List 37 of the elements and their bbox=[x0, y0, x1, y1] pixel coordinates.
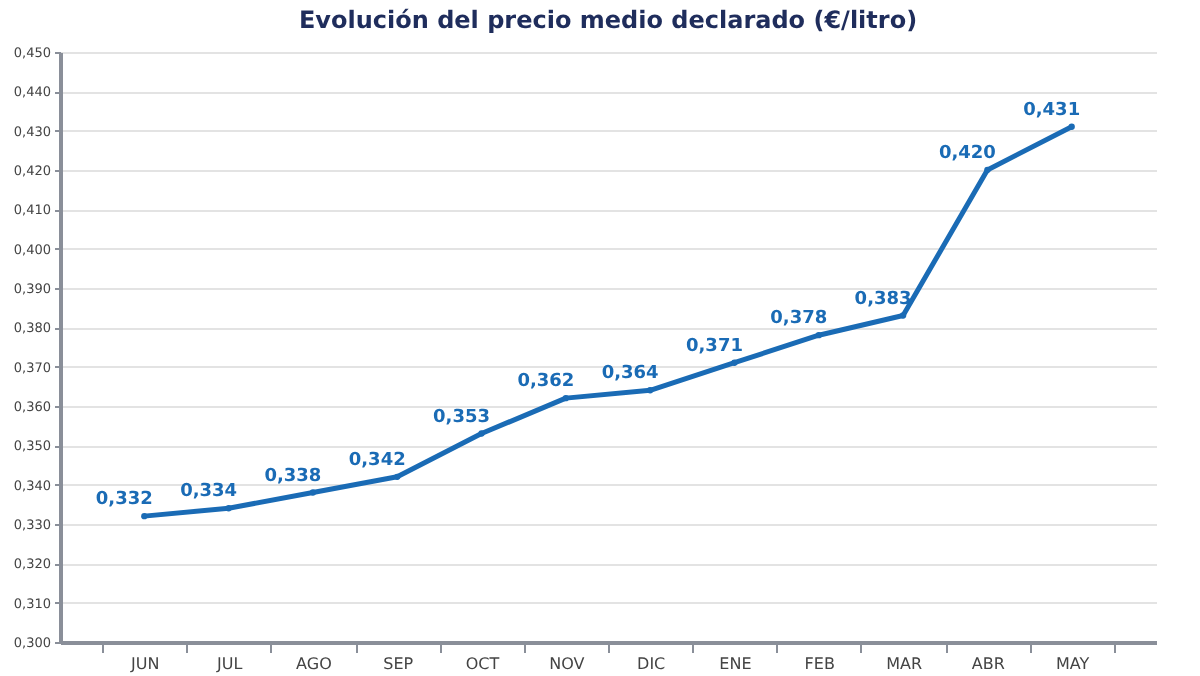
point bbox=[984, 166, 991, 174]
data-label: 0,332 bbox=[95, 490, 153, 511]
data-label: 0,362 bbox=[517, 372, 575, 393]
x-tick-label: ABR bbox=[971, 655, 1006, 673]
point bbox=[478, 430, 485, 437]
data-label: 0,420 bbox=[938, 144, 996, 164]
x-tick-label: OCT bbox=[465, 655, 500, 673]
x-tick-label: JUL bbox=[214, 655, 244, 673]
x-tick-label: FEB bbox=[804, 655, 835, 673]
x-tick-label: MAY bbox=[1056, 655, 1090, 673]
chart-title: Evolución del precio medio declarado (€/litro) bbox=[298, 6, 918, 34]
data-label: 0,338 bbox=[264, 466, 322, 487]
x-tick-label: SEP bbox=[383, 655, 414, 673]
point bbox=[309, 489, 317, 496]
x-tick-label: JUN bbox=[129, 655, 160, 673]
point bbox=[1068, 123, 1075, 130]
x-tick-label: ENE bbox=[719, 655, 752, 673]
data-label: 0,378 bbox=[770, 309, 828, 330]
point bbox=[225, 505, 232, 512]
x-tick-label: AGO bbox=[296, 655, 332, 673]
data-label: 0,364 bbox=[601, 364, 659, 385]
point bbox=[562, 394, 570, 402]
point bbox=[141, 512, 148, 520]
data-label: 0,431 bbox=[1023, 100, 1081, 121]
data-label: 0,353 bbox=[433, 407, 491, 428]
data-label: 0,371 bbox=[685, 336, 743, 357]
point bbox=[394, 473, 401, 480]
point bbox=[646, 387, 654, 394]
x-tick-label: DIC bbox=[637, 655, 667, 673]
point bbox=[815, 332, 822, 339]
x-tick-label: NOV bbox=[549, 655, 586, 673]
data-label: 0,342 bbox=[348, 450, 406, 471]
point bbox=[731, 359, 738, 366]
x-tick-label: MAR bbox=[886, 655, 923, 673]
point bbox=[899, 312, 907, 319]
data-label: 0,383 bbox=[854, 289, 912, 310]
data-label: 0,334 bbox=[180, 482, 238, 503]
